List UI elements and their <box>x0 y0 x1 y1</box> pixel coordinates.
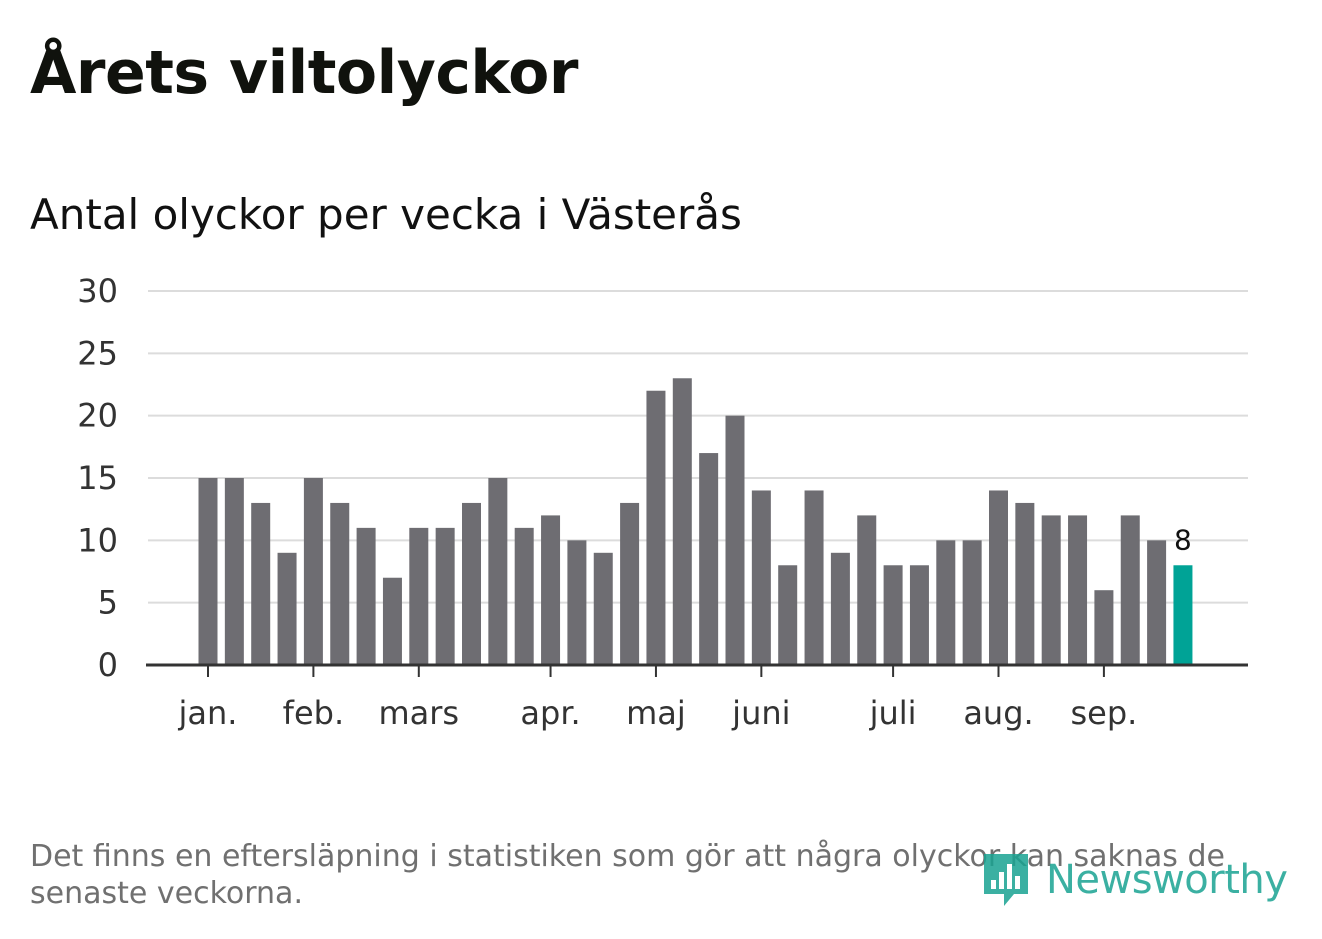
bar <box>962 540 982 665</box>
x-tick-label: aug. <box>963 694 1033 732</box>
bar <box>330 502 350 665</box>
bar <box>356 527 376 665</box>
bar-chart: 0 5 10 15 20 25 30 jan. feb. mars apr. maj juni juli… <box>77 272 1248 732</box>
bar <box>198 478 218 665</box>
bar <box>751 490 771 665</box>
bar-chart-speech-bubble-icon <box>984 854 1028 906</box>
bar <box>567 540 587 665</box>
bar <box>672 378 692 665</box>
y-tick-label: 10 <box>77 521 118 559</box>
bar <box>909 565 929 665</box>
bar <box>514 527 534 665</box>
bar <box>224 478 244 665</box>
bar <box>593 552 613 665</box>
y-tick-label: 15 <box>77 459 118 497</box>
y-tick-label: 30 <box>77 272 118 310</box>
brand-name: Newsworthy <box>1046 857 1288 903</box>
chart-title: Årets viltolyckor <box>30 38 579 108</box>
bar <box>1068 515 1088 665</box>
bar <box>1094 590 1114 665</box>
bar <box>778 565 798 665</box>
bar <box>1147 540 1167 665</box>
bar <box>409 527 429 665</box>
bar <box>725 415 745 665</box>
bar <box>989 490 1008 665</box>
bar <box>251 502 271 665</box>
bar <box>699 453 719 665</box>
x-tick-label: sep. <box>1070 694 1137 732</box>
y-tick-label: 25 <box>77 334 118 372</box>
bar <box>1120 515 1140 665</box>
bar <box>462 502 481 665</box>
brand-logo: Newsworthy <box>980 850 1288 910</box>
data-labels: 8 <box>1174 523 1192 556</box>
bar-highlight <box>1173 565 1193 665</box>
x-tick-label: juni <box>731 694 790 732</box>
bar <box>382 577 402 665</box>
bar <box>620 502 640 665</box>
bar <box>303 478 323 665</box>
bar <box>646 390 666 665</box>
x-axis-tick-labels: jan. feb. mars apr. maj juni juli aug. sep. <box>178 694 1138 732</box>
bar <box>435 527 455 665</box>
bar <box>541 515 561 665</box>
bars <box>198 378 1193 665</box>
bar <box>277 552 297 665</box>
bar <box>857 515 877 665</box>
x-tick-label: maj <box>626 694 686 732</box>
data-label-last: 8 <box>1174 523 1192 556</box>
x-tick-label: apr. <box>520 694 580 732</box>
x-tick-label: jan. <box>178 694 238 732</box>
x-tick-label: mars <box>378 694 459 732</box>
x-tick-label: juli <box>869 694 917 732</box>
bar <box>488 478 508 665</box>
bar <box>883 565 903 665</box>
y-tick-label: 5 <box>98 584 118 622</box>
y-axis-tick-labels: 0 5 10 15 20 25 30 <box>77 272 118 684</box>
bar <box>1015 502 1035 665</box>
bar <box>830 552 850 665</box>
y-tick-label: 20 <box>77 397 118 435</box>
bar <box>936 540 956 665</box>
x-tick-label: feb. <box>283 694 344 732</box>
chart-subtitle: Antal olyckor per vecka i Västerås <box>30 190 742 239</box>
bar <box>804 490 824 665</box>
x-axis <box>146 663 1248 677</box>
bar <box>1041 515 1061 665</box>
y-tick-label: 0 <box>98 646 118 684</box>
